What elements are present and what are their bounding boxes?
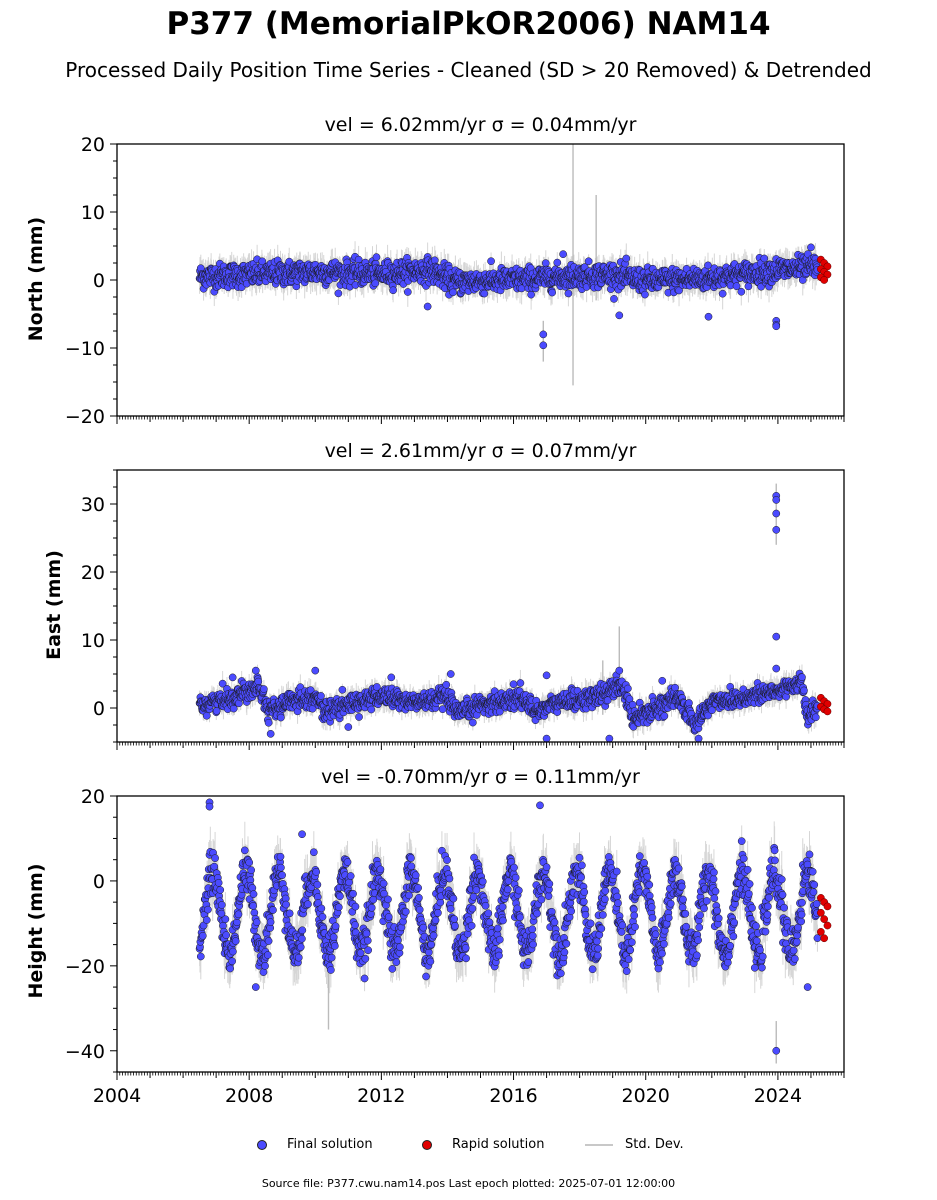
chart-subtitle: Processed Daily Position Time Series - C… (65, 58, 872, 82)
final-point (480, 289, 489, 298)
east-panel-title: vel = 2.61mm/yr σ = 0.07mm/yr (324, 440, 637, 462)
final-point (732, 282, 741, 291)
y-tick-label: −10 (65, 338, 105, 360)
north-data-layer (195, 144, 832, 386)
final-point (527, 290, 535, 299)
final-point (541, 259, 550, 267)
final-point-outlier (772, 322, 781, 331)
final-point (737, 287, 746, 296)
final-point-outlier (704, 312, 713, 321)
y-tick-label: 10 (81, 202, 105, 224)
final-point (718, 289, 727, 298)
final-point (553, 258, 562, 267)
final-point (389, 286, 397, 295)
final-point-outlier (807, 243, 815, 252)
final-point (548, 288, 556, 297)
final-point (622, 254, 631, 263)
y-tick-label: 0 (93, 270, 105, 292)
north-rapid-points (817, 255, 832, 284)
chart-title: P377 (MemorialPkOR2006) NAM14 (166, 6, 771, 42)
final-point (372, 253, 381, 261)
final-point (744, 282, 753, 291)
final-point (675, 286, 683, 295)
final-point (258, 257, 267, 266)
final-point (371, 279, 380, 288)
final-point-outlier (539, 330, 548, 339)
rapid-point (820, 276, 829, 284)
final-point-outlier (423, 302, 432, 311)
final-point (704, 261, 712, 270)
north-panel-title: vel = 6.02mm/yr σ = 0.04mm/yr (324, 114, 637, 136)
final-point (449, 288, 457, 297)
final-point-outlier (615, 311, 624, 320)
final-point (487, 257, 495, 266)
final-point (760, 254, 769, 263)
final-point (641, 290, 649, 299)
east-data-layer (195, 483, 832, 742)
final-point (610, 295, 618, 303)
final-point (334, 289, 343, 298)
final-point (584, 257, 593, 266)
final-point-outlier (539, 341, 548, 350)
final-point (403, 288, 412, 296)
final-point-outlier (559, 250, 567, 259)
north-final-points (195, 243, 822, 350)
y-tick-label: 20 (81, 134, 105, 156)
height-panel-title: vel = -0.70mm/yr σ = 0.11mm/yr (321, 766, 640, 788)
final-point (564, 289, 573, 298)
y-tick-label: −20 (65, 406, 105, 428)
